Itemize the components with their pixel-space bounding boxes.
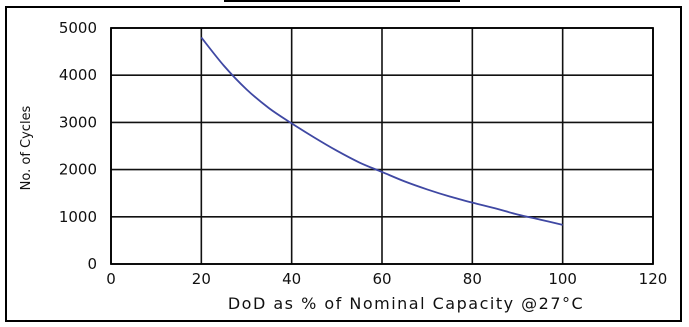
x-tick-label-6: 120 [639,270,668,288]
y-tick-label-2: 2000 [59,161,97,179]
series-line-0 [200,36,563,226]
grid [110,27,654,265]
plot-border [110,27,654,265]
x-tick-label-1: 20 [192,270,211,288]
y-tick-label-0: 0 [87,255,97,273]
y-tick-label-1: 1000 [59,208,97,226]
y-tick-label-3: 3000 [59,113,97,131]
x-tick-label-4: 80 [463,270,482,288]
x-tick-label-0: 0 [106,270,116,288]
x-tick-labels: 0 20 40 60 80 100 120 [106,270,667,288]
chart-top-strip [224,0,460,2]
x-tick-label-2: 40 [282,270,301,288]
series [200,36,563,226]
x-axis-label: DoD as % of Nominal Capacity @27°C [228,294,584,313]
x-tick-label-5: 100 [548,270,577,288]
y-tick-label-5: 5000 [59,19,97,37]
y-tick-labels: 0 1000 2000 3000 4000 5000 [59,19,97,273]
x-tick-label-3: 60 [372,270,391,288]
y-tick-label-4: 4000 [59,66,97,84]
plot-area-border [110,27,654,265]
chart-frame [5,6,682,322]
y-axis-label: No. of Cycles [19,105,34,190]
